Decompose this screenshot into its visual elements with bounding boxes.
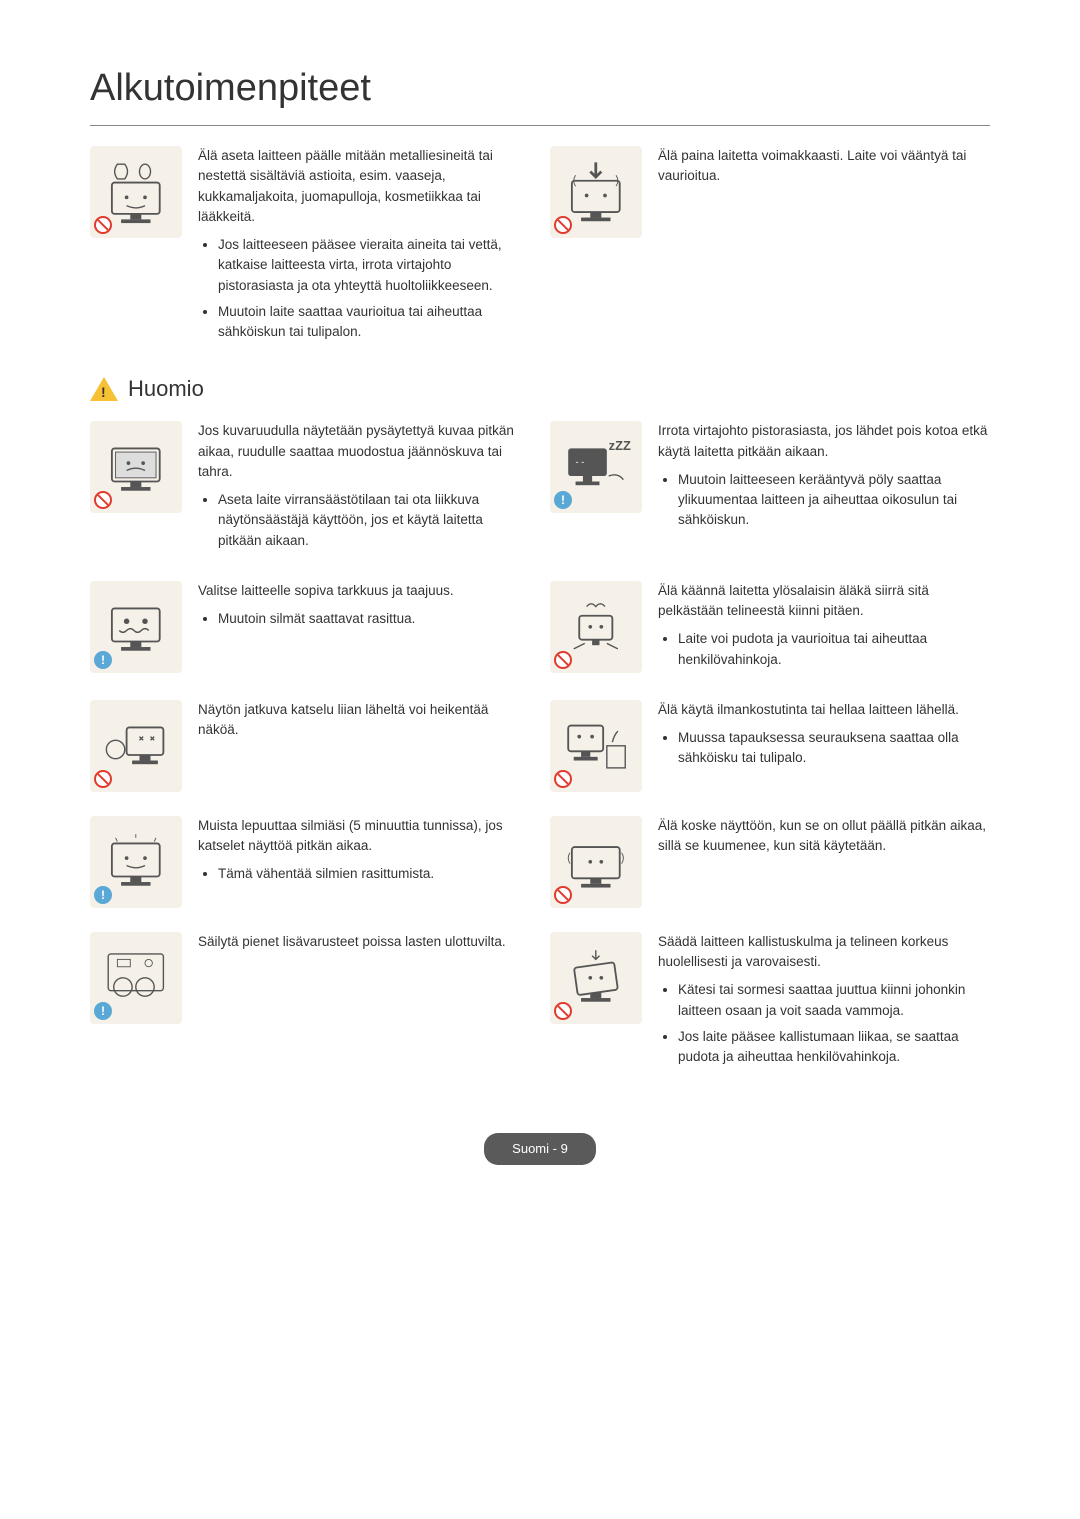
warning-bullet: Muutoin laite saattaa vaurioitua tai aih… (218, 302, 530, 343)
info-icon (94, 886, 112, 904)
warning-para: Älä käännä laitetta ylösalaisin äläkä si… (658, 581, 990, 622)
monitor-tilt-hand-icon (550, 932, 642, 1024)
warning-para: Älä aseta laitteen päälle mitään metalli… (198, 146, 530, 227)
warning-bullet: Laite voi pudota ja vaurioitua tai aiheu… (678, 629, 990, 670)
warning-text: Irrota virtajohto pistorasiasta, jos läh… (658, 421, 990, 536)
warning-para: Jos kuvaruudulla näytetään pysäytettyä k… (198, 421, 530, 482)
warning-bullet: Tämä vähentää silmien rasittumista. (218, 864, 530, 884)
info-icon (554, 491, 572, 509)
warning-text: Älä aseta laitteen päälle mitään metalli… (198, 146, 530, 348)
prohibit-icon (554, 886, 572, 904)
warning-text: Älä käännä laitetta ylösalaisin äläkä si… (658, 581, 990, 676)
warning-col-left: Älä aseta laitteen päälle mitään metalli… (90, 146, 530, 348)
warning-row: Muista lepuuttaa silmiäsi (5 minuuttia t… (90, 816, 990, 908)
svg-text:zZZ: zZZ (609, 439, 631, 454)
prohibit-icon (554, 216, 572, 234)
monitor-eyes-close-icon (90, 700, 182, 792)
warning-col-left: Jos kuvaruudulla näytetään pysäytettyä k… (90, 421, 530, 557)
warning-col-left: Säilytä pienet lisävarusteet poissa last… (90, 932, 530, 1024)
warning-bullet: Muutoin silmät saattavat rasittua. (218, 609, 530, 629)
warning-text: Säädä laitteen kallistuskulma ja telinee… (658, 932, 990, 1074)
warning-col-right: Älä käytä ilmankostutinta tai hellaa lai… (550, 700, 990, 792)
warning-text: Älä paina laitetta voimakkaasti. Laite v… (658, 146, 990, 195)
monitor-lift-hands-icon (550, 581, 642, 673)
warning-para: Säilytä pienet lisävarusteet poissa last… (198, 932, 530, 952)
monitor-sleep-zzz-icon: - - zZZ (550, 421, 642, 513)
warning-text: Valitse laitteelle sopiva tarkkuus ja ta… (198, 581, 530, 636)
warning-row: Säilytä pienet lisävarusteet poissa last… (90, 932, 990, 1074)
page-title: Alkutoimenpiteet (90, 60, 990, 126)
warning-bullet: Kätesi tai sormesi saattaa juuttua kiinn… (678, 980, 990, 1021)
info-icon (94, 651, 112, 669)
warning-para: Älä käytä ilmankostutinta tai hellaa lai… (658, 700, 990, 720)
monitor-static-icon (90, 421, 182, 513)
warning-para: Älä paina laitetta voimakkaasti. Laite v… (658, 146, 990, 187)
monitor-press-icon (550, 146, 642, 238)
prohibit-icon (94, 770, 112, 788)
prohibit-icon (94, 491, 112, 509)
warning-para: Valitse laitteelle sopiva tarkkuus ja ta… (198, 581, 530, 601)
warning-para: Näytön jatkuva katselu liian läheltä voi… (198, 700, 530, 741)
warning-para: Älä koske näyttöön, kun se on ollut pääl… (658, 816, 990, 857)
warning-col-right: Säädä laitteen kallistuskulma ja telinee… (550, 932, 990, 1074)
warning-para: Säädä laitteen kallistuskulma ja telinee… (658, 932, 990, 973)
warning-bullet: Muutoin laitteeseen kerääntyvä pöly saat… (678, 470, 990, 531)
svg-text:- -: - - (576, 457, 585, 467)
section-heading-huomio: Huomio (90, 372, 990, 405)
warning-row: Jos kuvaruudulla näytetään pysäytettyä k… (90, 421, 990, 557)
warning-col-left: Näytön jatkuva katselu liian läheltä voi… (90, 700, 530, 792)
warning-row: Näytön jatkuva katselu liian läheltä voi… (90, 700, 990, 792)
warning-para: Irrota virtajohto pistorasiasta, jos läh… (658, 421, 990, 462)
prohibit-icon (554, 770, 572, 788)
warning-col-left: Valitse laitteelle sopiva tarkkuus ja ta… (90, 581, 530, 673)
prohibit-icon (554, 1002, 572, 1020)
warning-para: Muista lepuuttaa silmiäsi (5 minuuttia t… (198, 816, 530, 857)
monitor-humidifier-icon (550, 700, 642, 792)
warning-row: Valitse laitteelle sopiva tarkkuus ja ta… (90, 581, 990, 676)
monitor-waves-icon (90, 581, 182, 673)
warning-bullet: Aseta laite virransäästötilaan tai ota l… (218, 490, 530, 551)
warning-col-right: Älä koske näyttöön, kun se on ollut pääl… (550, 816, 990, 908)
warning-bullet: Jos laite pääsee kallistumaan liikaa, se… (678, 1027, 990, 1068)
warning-row: Älä aseta laitteen päälle mitään metalli… (90, 146, 990, 348)
warning-text: Älä koske näyttöön, kun se on ollut pääl… (658, 816, 990, 865)
section-heading-label: Huomio (128, 372, 204, 405)
monitor-hot-touch-icon (550, 816, 642, 908)
warning-text: Säilytä pienet lisävarusteet poissa last… (198, 932, 530, 960)
warning-col-right: Älä käännä laitetta ylösalaisin äläkä si… (550, 581, 990, 676)
page-footer: Suomi - 9 (90, 1133, 990, 1165)
monitor-vase-icon (90, 146, 182, 238)
warning-text: Älä käytä ilmankostutinta tai hellaa lai… (658, 700, 990, 775)
warning-text: Näytön jatkuva katselu liian läheltä voi… (198, 700, 530, 749)
footer-page-label: Suomi - 9 (484, 1133, 596, 1165)
warning-bullet: Jos laitteeseen pääsee vieraita aineita … (218, 235, 530, 296)
monitor-rest-sparkle-icon (90, 816, 182, 908)
info-icon (94, 1002, 112, 1020)
warning-col-left: Muista lepuuttaa silmiäsi (5 minuuttia t… (90, 816, 530, 908)
warning-col-right: - - zZZ Irrota virtajohto pistorasiasta, … (550, 421, 990, 536)
warning-bullet: Muussa tapauksessa seurauksena saattaa o… (678, 728, 990, 769)
warning-text: Jos kuvaruudulla näytetään pysäytettyä k… (198, 421, 530, 557)
prohibit-icon (554, 651, 572, 669)
warning-triangle-icon (90, 377, 118, 401)
warning-col-right: Älä paina laitetta voimakkaasti. Laite v… (550, 146, 990, 238)
child-accessories-icon (90, 932, 182, 1024)
prohibit-icon (94, 216, 112, 234)
warning-text: Muista lepuuttaa silmiäsi (5 minuuttia t… (198, 816, 530, 891)
